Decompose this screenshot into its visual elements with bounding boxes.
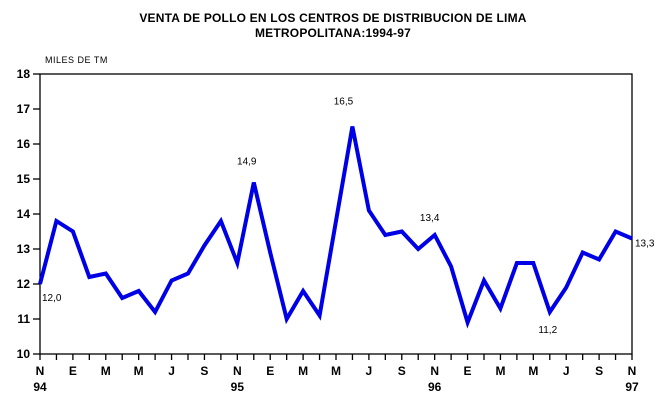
x-tick-label: J <box>563 364 570 378</box>
chart-title: VENTA DE POLLO EN LOS CENTROS DE DISTRIB… <box>0 11 666 41</box>
point-value-label: 13,4 <box>420 213 440 224</box>
y-tick-label: 11 <box>17 312 30 326</box>
y-axis-title: MILES DE TM <box>45 55 108 65</box>
point-value-label: 16,5 <box>334 97 354 108</box>
x-tick-label: M <box>528 364 538 378</box>
x-tick-label: M <box>298 364 308 378</box>
point-value-label: 12,0 <box>42 293 62 304</box>
y-tick-label: 13 <box>17 242 31 256</box>
x-tick-label: M <box>495 364 505 378</box>
x-tick-label: N <box>628 364 637 378</box>
y-tick-label: 14 <box>17 207 31 221</box>
y-tick-label: 10 <box>17 347 31 361</box>
x-tick-label: J <box>168 364 175 378</box>
x-tick-label: S <box>595 364 603 378</box>
chart-title-line2: METROPOLITANA:1994-97 <box>254 26 411 40</box>
x-tick-label: M <box>101 364 111 378</box>
year-label: 95 <box>231 380 245 394</box>
chart-title-line1: VENTA DE POLLO EN LOS CENTROS DE DISTRIB… <box>139 11 527 25</box>
point-value-label: 14,9 <box>237 157 257 168</box>
x-tick-label: M <box>134 364 144 378</box>
point-value-label: 11,2 <box>538 325 557 336</box>
x-tick-label: E <box>464 364 472 378</box>
x-tick-label: N <box>36 364 45 378</box>
x-tick-label: E <box>266 364 274 378</box>
sales-data-line <box>38 126 633 329</box>
x-tick-label: M <box>331 364 341 378</box>
x-tick-label: N <box>430 364 439 378</box>
y-tick-label: 12 <box>17 277 31 291</box>
x-tick-label: S <box>398 364 406 378</box>
point-value-label: 13,3 <box>635 239 655 250</box>
year-label: 96 <box>428 380 442 394</box>
year-label: 94 <box>33 380 47 394</box>
x-tick-label: E <box>69 364 77 378</box>
y-tick-label: 18 <box>17 67 31 81</box>
x-tick-label: N <box>233 364 242 378</box>
x-tick-label: J <box>366 364 373 378</box>
year-label: 97 <box>625 380 639 394</box>
x-tick-label: S <box>200 364 208 378</box>
y-tick-label: 15 <box>17 172 31 186</box>
y-tick-label: 16 <box>17 137 31 151</box>
y-tick-label: 17 <box>17 102 31 116</box>
